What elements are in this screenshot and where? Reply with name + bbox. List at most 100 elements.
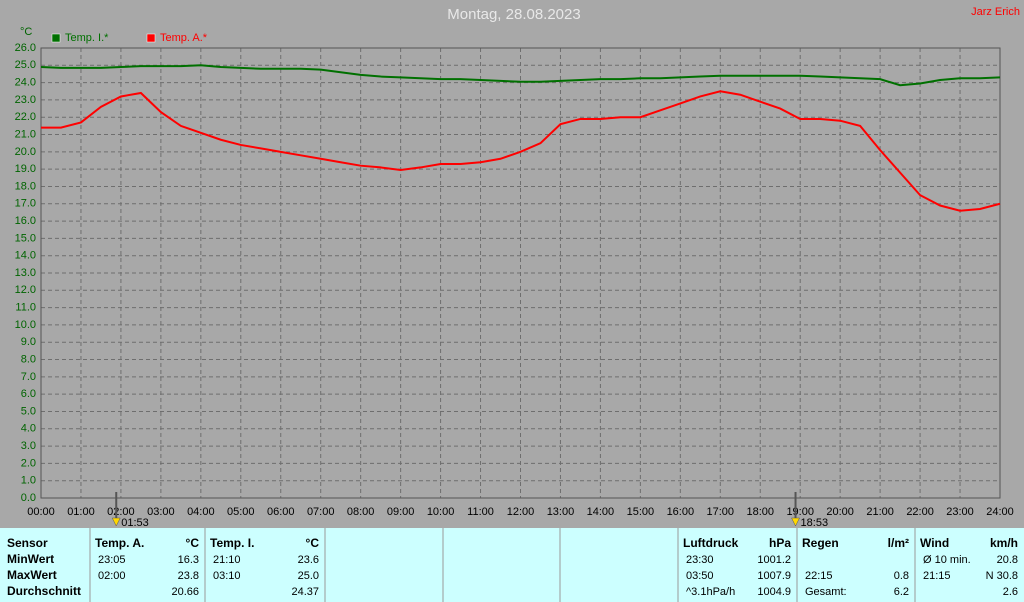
chart-title: Montag, 28.08.2023	[447, 6, 580, 23]
stats-time: ^3.1hPa/h	[686, 586, 735, 598]
stats-background	[0, 528, 1024, 602]
stats-header: Regen	[802, 536, 839, 550]
x-tick-label: 04:00	[187, 506, 215, 518]
stats-time: 03:10	[213, 570, 241, 582]
y-tick-label: 15.0	[15, 232, 36, 244]
y-tick-label: 5.0	[21, 405, 36, 417]
y-tick-label: 2.0	[21, 457, 36, 469]
y-tick-label: 14.0	[15, 250, 36, 262]
x-tick-label: 16:00	[667, 506, 695, 518]
y-tick-label: 18.0	[15, 180, 36, 192]
stats-time: Ø 10 min.	[923, 554, 971, 566]
stats-value: 20.66	[171, 586, 199, 598]
x-tick-label: 06:00	[267, 506, 295, 518]
x-tick-label: 22:00	[906, 506, 934, 518]
x-tick-label: 07:00	[307, 506, 335, 518]
x-tick-label: 20:00	[826, 506, 854, 518]
stats-value: 23.6	[298, 554, 319, 566]
y-tick-label: 9.0	[21, 336, 36, 348]
stats-unit: l/m²	[888, 536, 909, 550]
y-tick-label: 8.0	[21, 353, 36, 365]
stats-value: 16.3	[178, 554, 199, 566]
x-tick-label: 10:00	[427, 506, 455, 518]
stats-time: 23:05	[98, 554, 126, 566]
line	[41, 90, 1001, 212]
stats-value: N 30.8	[986, 570, 1018, 582]
stats-time: 03:50	[686, 570, 714, 582]
x-tick-label: 03:00	[147, 506, 175, 518]
x-tick-label: 00:00	[27, 506, 55, 518]
stats-label: Sensor	[7, 536, 48, 550]
marker-label: 18:53	[801, 517, 829, 529]
stats-value: 24.37	[291, 586, 319, 598]
marker-icon	[791, 517, 800, 527]
y-tick-label: 26.0	[15, 42, 36, 54]
y-tick-label: 22.0	[15, 111, 36, 123]
x-tick-label: 11:00	[467, 506, 494, 518]
stats-value: 1007.9	[757, 570, 791, 582]
stats-value: 2.6	[1003, 586, 1018, 598]
stats-value: 1004.9	[757, 586, 791, 598]
y-tick-label: 0.0	[21, 492, 36, 504]
y-unit: °C	[20, 26, 32, 38]
stats-time: 21:15	[923, 570, 951, 582]
y-tick-label: 23.0	[15, 94, 36, 106]
author: Jarz Erich	[971, 6, 1020, 18]
y-tick-label: 20.0	[15, 146, 36, 158]
x-tick-label: 05:00	[227, 506, 255, 518]
x-tick-label: 21:00	[866, 506, 894, 518]
stats-unit: °C	[306, 536, 320, 550]
y-tick-label: 10.0	[15, 319, 36, 331]
x-tick-label: 19:00	[786, 506, 814, 518]
y-tick-label: 13.0	[15, 267, 36, 279]
y-tick-label: 3.0	[21, 440, 36, 452]
y-tick-label: 1.0	[21, 475, 36, 487]
x-tick-label: 18:00	[746, 506, 774, 518]
y-tick-label: 4.0	[21, 423, 36, 435]
y-tick-label: 21.0	[15, 128, 36, 140]
stats-time: Gesamt:	[805, 586, 847, 598]
stats-value: 25.0	[298, 570, 319, 582]
stats-value: 0.8	[894, 570, 909, 582]
x-tick-label: 15:00	[627, 506, 655, 518]
stats-time: 23:30	[686, 554, 714, 566]
legend-label: Temp. A.*	[160, 32, 208, 44]
stats-unit: km/h	[990, 536, 1018, 550]
x-tick-label: 23:00	[946, 506, 974, 518]
stats-value: 1001.2	[757, 554, 791, 566]
y-tick-label: 25.0	[15, 59, 36, 71]
line	[40, 64, 1001, 87]
y-tick-label: 16.0	[15, 215, 36, 227]
stats-time: 02:00	[98, 570, 126, 582]
y-tick-label: 12.0	[15, 284, 36, 296]
x-tick-label: 14:00	[587, 506, 615, 518]
x-tick-label: 09:00	[387, 506, 415, 518]
chart-background	[0, 0, 1024, 528]
stats-header: Wind	[920, 536, 949, 550]
stats-header: Temp. A.	[95, 536, 144, 550]
y-tick-label: 24.0	[15, 77, 36, 89]
y-tick-label: 19.0	[15, 163, 36, 175]
x-tick-label: 24:00	[986, 506, 1014, 518]
stats-unit: hPa	[769, 536, 791, 550]
stats-unit: °C	[186, 536, 200, 550]
stats-header: Temp. I.	[210, 536, 254, 550]
stats-label: MaxWert	[7, 568, 57, 582]
stats-time: 22:15	[805, 570, 833, 582]
stats-value: 23.8	[178, 570, 199, 582]
plot-frame	[40, 47, 1001, 499]
legend-swatch	[146, 33, 156, 43]
marker-icon	[111, 517, 121, 527]
stats-label: MinWert	[7, 552, 54, 566]
stats-value: 6.2	[894, 586, 909, 598]
stats-time: 21:10	[213, 554, 241, 566]
stats-label: Durchschnitt	[7, 584, 81, 598]
y-tick-label: 11.0	[15, 302, 36, 314]
marker-label: 01:53	[121, 517, 149, 529]
legend-swatch	[51, 33, 61, 43]
x-tick-label: 02:00	[107, 506, 135, 518]
x-tick-label: 17:00	[707, 506, 735, 518]
stats-value: 20.8	[997, 554, 1018, 566]
